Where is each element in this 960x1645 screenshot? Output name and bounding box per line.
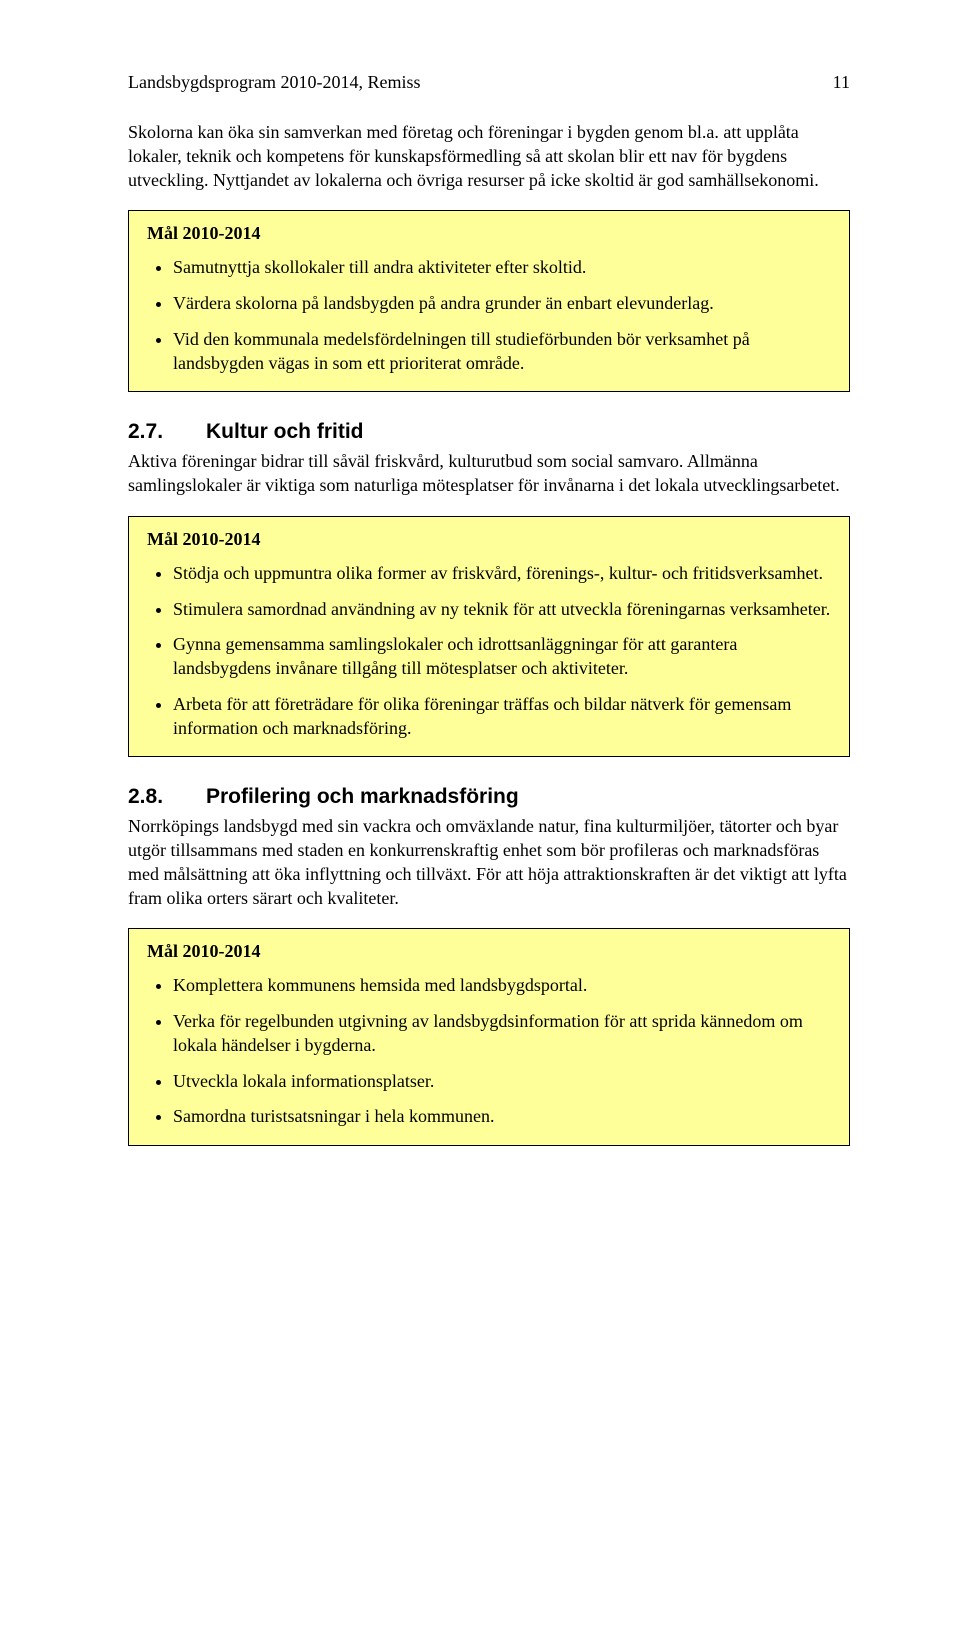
goal-box-3: Mål 2010-2014 Komplettera kommunens hems… <box>128 928 850 1146</box>
goal-box-2: Mål 2010-2014 Stödja och uppmuntra olika… <box>128 516 850 758</box>
page: Landsbygdsprogram 2010-2014, Remiss 11 S… <box>0 0 960 1645</box>
goal-box-2-list: Stödja och uppmuntra olika former av fri… <box>147 562 831 741</box>
goal-box-1-list: Samutnyttja skollokaler till andra aktiv… <box>147 256 831 375</box>
page-number: 11 <box>833 72 850 93</box>
section-27-paragraph: Aktiva föreningar bidrar till såväl fris… <box>128 450 850 498</box>
section-heading-28: 2.8.Profilering och marknadsföring <box>128 785 850 809</box>
goal-box-3-list: Komplettera kommunens hemsida med landsb… <box>147 974 831 1129</box>
section-title: Kultur och fritid <box>206 420 363 443</box>
goal-box-3-title: Mål 2010-2014 <box>147 941 831 962</box>
goal-box-2-title: Mål 2010-2014 <box>147 529 831 550</box>
list-item: Vid den kommunala medelsfördelningen til… <box>173 328 831 376</box>
list-item: Komplettera kommunens hemsida med landsb… <box>173 974 831 998</box>
section-heading-27: 2.7.Kultur och fritid <box>128 420 850 444</box>
page-header: Landsbygdsprogram 2010-2014, Remiss 11 <box>128 72 850 93</box>
intro-paragraph: Skolorna kan öka sin samverkan med föret… <box>128 121 850 192</box>
list-item: Stimulera samordnad användning av ny tek… <box>173 598 831 622</box>
goal-box-1: Mål 2010-2014 Samutnyttja skollokaler ti… <box>128 210 850 392</box>
section-28-paragraph: Norrköpings landsbygd med sin vackra och… <box>128 815 850 910</box>
section-title: Profilering och marknadsföring <box>206 785 519 808</box>
header-title: Landsbygdsprogram 2010-2014, Remiss <box>128 72 420 92</box>
list-item: Värdera skolorna på landsbygden på andra… <box>173 292 831 316</box>
list-item: Samutnyttja skollokaler till andra aktiv… <box>173 256 831 280</box>
list-item: Utveckla lokala informationsplatser. <box>173 1070 831 1094</box>
section-number: 2.7. <box>128 420 206 444</box>
list-item: Arbeta för att företrädare för olika för… <box>173 693 831 741</box>
list-item: Verka för regelbunden utgivning av lands… <box>173 1010 831 1058</box>
goal-box-1-title: Mål 2010-2014 <box>147 223 831 244</box>
list-item: Stödja och uppmuntra olika former av fri… <box>173 562 831 586</box>
list-item: Gynna gemensamma samlingslokaler och idr… <box>173 633 831 681</box>
list-item: Samordna turistsatsningar i hela kommune… <box>173 1105 831 1129</box>
section-number: 2.8. <box>128 785 206 809</box>
